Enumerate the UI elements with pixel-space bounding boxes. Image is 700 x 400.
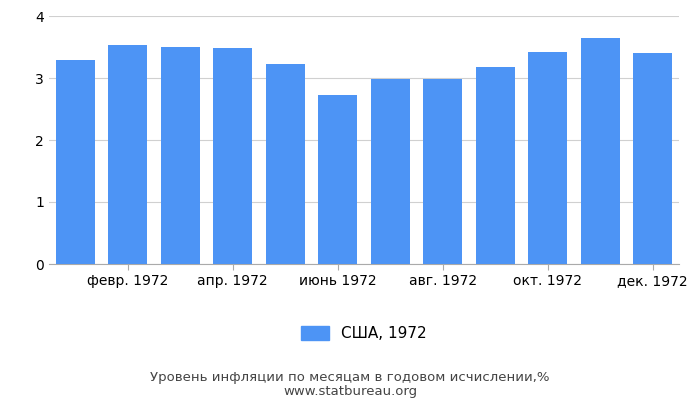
Text: Уровень инфляции по месяцам в годовом исчислении,%: Уровень инфляции по месяцам в годовом ис… bbox=[150, 372, 550, 384]
Bar bbox=[370, 79, 410, 264]
Bar bbox=[423, 79, 463, 264]
Bar bbox=[318, 95, 358, 264]
Bar bbox=[213, 48, 253, 264]
Bar bbox=[108, 45, 148, 264]
Bar bbox=[528, 52, 568, 264]
Bar bbox=[633, 53, 673, 264]
Bar bbox=[475, 67, 515, 264]
Legend: США, 1972: США, 1972 bbox=[301, 326, 427, 341]
Bar bbox=[265, 64, 305, 264]
Text: www.statbureau.org: www.statbureau.org bbox=[283, 385, 417, 398]
Bar bbox=[580, 38, 620, 264]
Bar bbox=[160, 47, 200, 264]
Bar bbox=[55, 60, 95, 264]
